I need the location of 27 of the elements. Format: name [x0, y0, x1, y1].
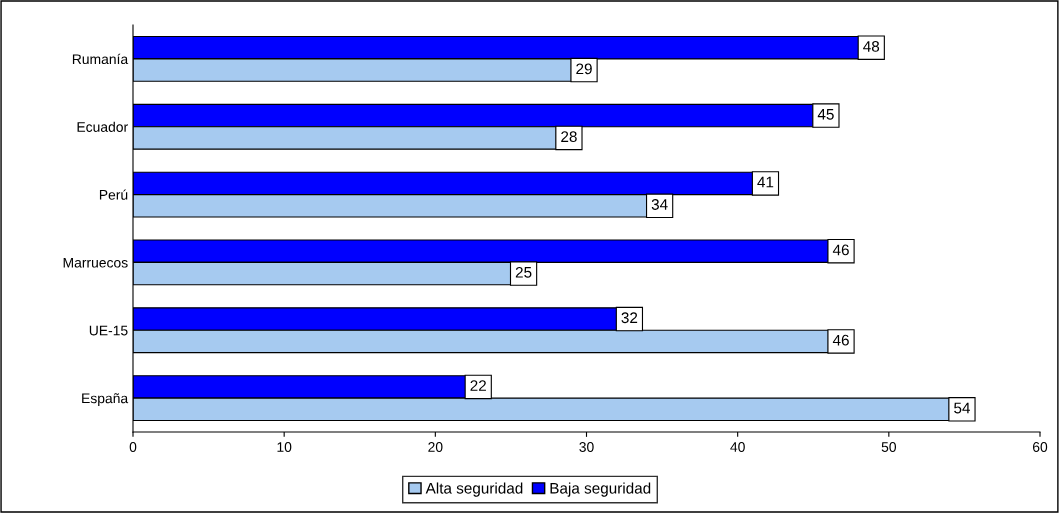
x-tick-label: 10 [277, 442, 292, 452]
x-tick-label: 50 [881, 442, 897, 452]
x-tick-label: 60 [1032, 442, 1048, 452]
y-tick-label: Rumanía [72, 53, 129, 65]
x-tick-label: 0 [129, 442, 137, 452]
data-label: 29 [576, 63, 592, 75]
legend-label: Baja seguridad [550, 482, 651, 497]
y-tick-label: Marruecos [63, 257, 128, 268]
data-label: 46 [832, 334, 849, 346]
x-tick-label: 30 [579, 442, 594, 452]
data-label: 34 [651, 199, 668, 210]
y-tick-label: España [82, 393, 129, 406]
legend-label: Alta seguridad [425, 482, 523, 497]
x-tick-label: 20 [428, 442, 443, 452]
data-label: 22 [470, 380, 486, 391]
data-label: 46 [832, 244, 849, 256]
data-label: 28 [561, 131, 577, 143]
data-label: 25 [515, 266, 532, 278]
y-tick-label: UE-15 [89, 325, 128, 336]
data-label: 32 [621, 312, 638, 324]
data-label: 41 [757, 176, 774, 188]
data-label: 54 [954, 402, 971, 414]
y-tick-label: Ecuador [77, 121, 128, 132]
y-tick-label: Perú [99, 189, 128, 200]
data-label: 45 [817, 109, 834, 120]
x-tick-label: 40 [730, 442, 745, 452]
data-label: 48 [863, 41, 880, 52]
